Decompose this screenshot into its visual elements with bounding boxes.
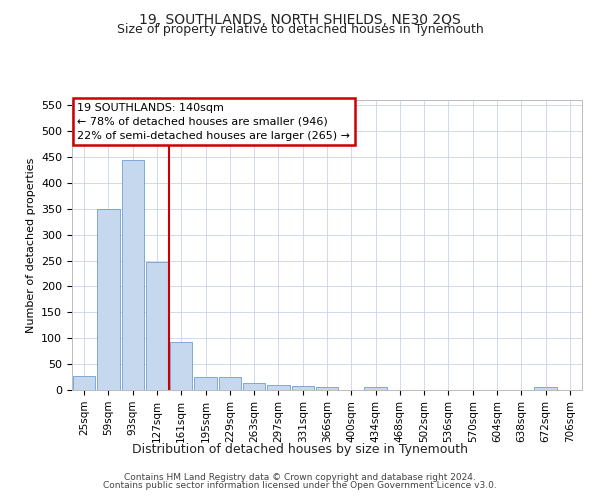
Bar: [218, 377, 241, 390]
Text: Contains public sector information licensed under the Open Government Licence v3: Contains public sector information licen…: [103, 481, 497, 490]
Bar: [146, 262, 168, 390]
Bar: [316, 387, 338, 390]
Text: Distribution of detached houses by size in Tynemouth: Distribution of detached houses by size …: [132, 442, 468, 456]
Text: Size of property relative to detached houses in Tynemouth: Size of property relative to detached ho…: [116, 22, 484, 36]
Bar: [267, 385, 290, 390]
Text: Contains HM Land Registry data © Crown copyright and database right 2024.: Contains HM Land Registry data © Crown c…: [124, 472, 476, 482]
Bar: [73, 376, 95, 390]
Bar: [170, 342, 193, 390]
Bar: [364, 388, 387, 390]
Y-axis label: Number of detached properties: Number of detached properties: [26, 158, 35, 332]
Bar: [194, 377, 217, 390]
Bar: [535, 388, 557, 390]
Bar: [122, 160, 144, 390]
Text: 19 SOUTHLANDS: 140sqm
← 78% of detached houses are smaller (946)
22% of semi-det: 19 SOUTHLANDS: 140sqm ← 78% of detached …: [77, 103, 350, 141]
Bar: [243, 383, 265, 390]
Text: 19, SOUTHLANDS, NORTH SHIELDS, NE30 2QS: 19, SOUTHLANDS, NORTH SHIELDS, NE30 2QS: [139, 12, 461, 26]
Bar: [292, 386, 314, 390]
Bar: [97, 209, 119, 390]
